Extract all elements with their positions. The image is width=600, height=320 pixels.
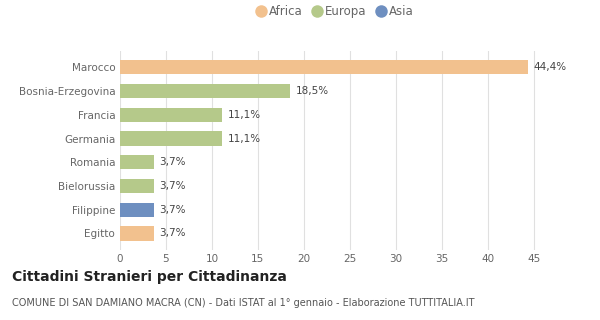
Bar bbox=[120, 84, 290, 98]
Text: 18,5%: 18,5% bbox=[296, 86, 329, 96]
Legend: Africa, Europa, Asia: Africa, Europa, Asia bbox=[255, 2, 417, 22]
Text: 3,7%: 3,7% bbox=[160, 228, 186, 238]
Bar bbox=[120, 179, 154, 193]
Bar bbox=[120, 132, 222, 146]
Text: 44,4%: 44,4% bbox=[533, 62, 567, 72]
Text: 3,7%: 3,7% bbox=[160, 181, 186, 191]
Text: 3,7%: 3,7% bbox=[160, 157, 186, 167]
Bar bbox=[120, 203, 154, 217]
Text: 3,7%: 3,7% bbox=[160, 205, 186, 215]
Bar bbox=[120, 226, 154, 241]
Bar bbox=[120, 60, 528, 75]
Text: 11,1%: 11,1% bbox=[227, 110, 260, 120]
Text: Cittadini Stranieri per Cittadinanza: Cittadini Stranieri per Cittadinanza bbox=[12, 270, 287, 284]
Bar bbox=[120, 155, 154, 169]
Bar bbox=[120, 108, 222, 122]
Text: 11,1%: 11,1% bbox=[227, 133, 260, 144]
Text: COMUNE DI SAN DAMIANO MACRA (CN) - Dati ISTAT al 1° gennaio - Elaborazione TUTTI: COMUNE DI SAN DAMIANO MACRA (CN) - Dati … bbox=[12, 298, 475, 308]
